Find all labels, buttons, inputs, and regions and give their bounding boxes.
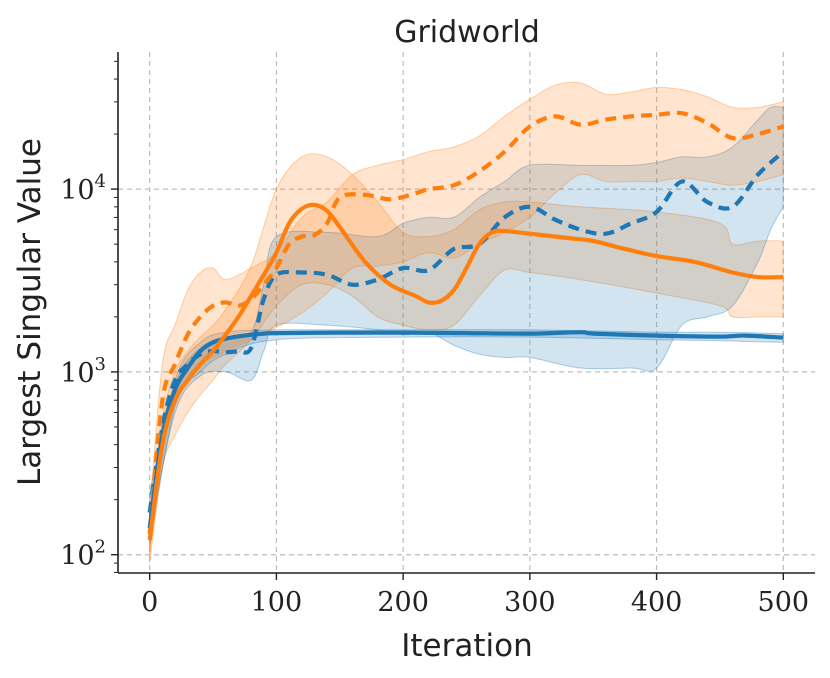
x-axis-label: Iteration [401, 628, 533, 664]
y-axis-label: Largest Singular Value [12, 138, 48, 486]
band-layer [149, 81, 784, 564]
x-tick-label-5: 500 [758, 587, 810, 618]
line-layer [147, 110, 785, 541]
x-tick-label-4: 400 [631, 587, 683, 618]
series-line-orange-solid [147, 202, 784, 541]
x-tick-label-3: 300 [504, 587, 556, 618]
x-tick-label-2: 200 [377, 587, 429, 618]
y-tick-label-0: 102 [60, 537, 106, 572]
series-line-orange-dashed [147, 110, 784, 535]
orange-solid-band [149, 153, 784, 564]
series-line-blue-solid [147, 330, 784, 529]
y-tick-label-2: 104 [60, 171, 106, 206]
y-tick-label-1: 103 [60, 354, 106, 389]
x-tick-label-1: 100 [251, 587, 303, 618]
grid-layer [118, 52, 815, 573]
axis-layer: 0 100 200 300 400 500 102 103 104 [60, 52, 815, 618]
x-tick-label-0: 0 [141, 587, 158, 618]
chart-title: Gridworld [394, 15, 540, 50]
blue-dashed-band [149, 105, 784, 535]
